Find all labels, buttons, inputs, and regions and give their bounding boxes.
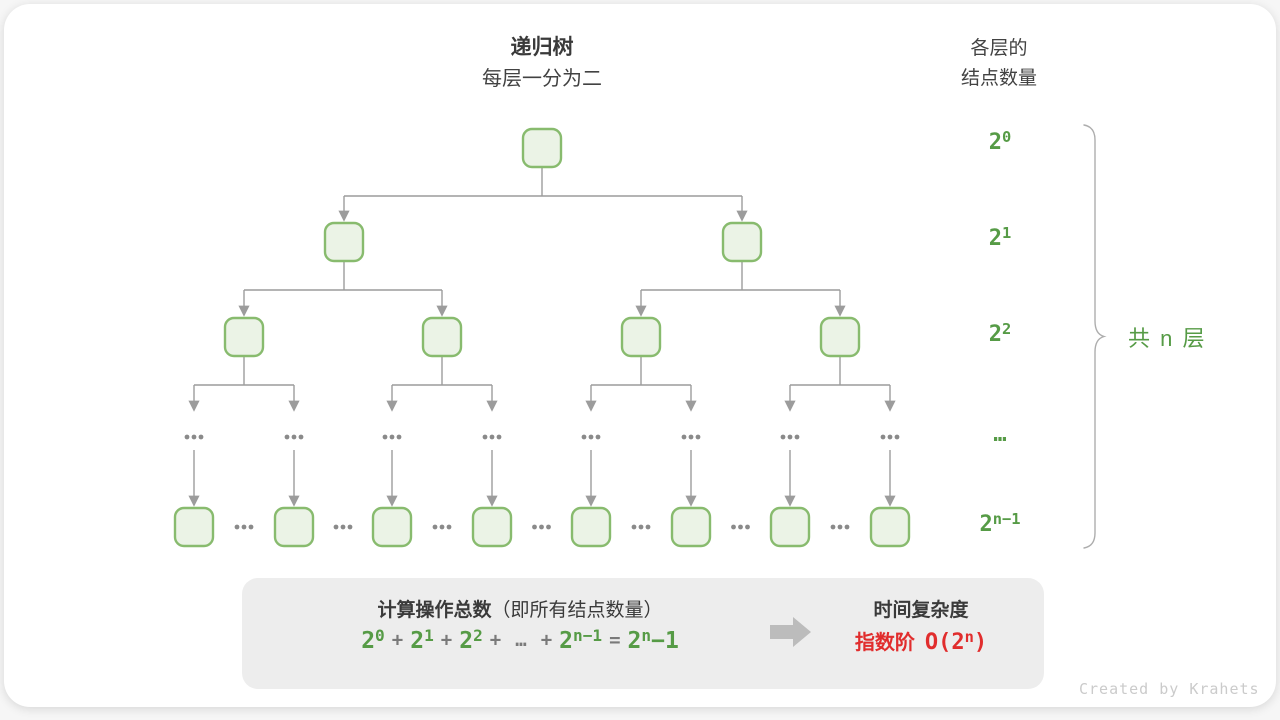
tree-node (371, 506, 413, 548)
level-count-label: … (954, 420, 1046, 450)
formula-token: 20 (361, 626, 385, 655)
implies-arrow-icon (770, 617, 811, 647)
complexity-title: 时间复杂度 (873, 600, 969, 621)
tree-node (620, 316, 662, 358)
ellipsis-dots (780, 434, 800, 440)
complexity-result: 指数阶 O(2n) (798, 626, 1044, 655)
ellipsis-dots (681, 434, 701, 440)
big-o-base: O(2 (924, 630, 965, 655)
tree-node (769, 506, 811, 548)
tree-node (273, 506, 315, 548)
level-count-base: … (993, 421, 1007, 447)
ellipsis-dots (731, 524, 750, 530)
operations-title: 计算操作总数（即所有结点数量） (242, 595, 798, 622)
tree-node (721, 221, 763, 263)
tree-node (819, 316, 861, 358)
formula-token: 2n−1 (559, 626, 603, 655)
ellipsis-dots (532, 524, 551, 530)
tree-node (173, 506, 215, 548)
tree-node (323, 221, 365, 263)
level-count-label: 22 (954, 320, 1046, 350)
right-header-line2: 结点数量 (960, 68, 1037, 89)
complexity-prefix: 指数阶 (854, 632, 915, 654)
ellipsis-dots (284, 434, 304, 440)
tree-node (471, 506, 513, 548)
ellipsis-dots (333, 524, 353, 530)
formula-token: + (391, 629, 404, 652)
big-o-exp: n (964, 628, 974, 647)
diagram-title: 递归树 (510, 36, 574, 59)
ellipsis-dots (234, 524, 254, 530)
formula-token: = (609, 629, 621, 652)
tree-node (570, 506, 612, 548)
formula-token: … (515, 629, 527, 652)
level-count-exp: 1 (1001, 224, 1012, 242)
level-count-base: 2 (988, 321, 1002, 347)
figure-card: 递归树 每层一分为二 各层的 结点数量 20 21 22 … 2n−1 共 n … (4, 4, 1276, 707)
level-count-exp: n−1 (992, 510, 1021, 528)
ellipsis-dots (631, 524, 651, 530)
right-header-line1: 各层的 (970, 38, 1028, 59)
summary-box: 计算操作总数（即所有结点数量） 20 +21 +22 + … +2n−1 = 2n−1 时间复… (242, 578, 1044, 689)
total-layers-label: 共 n 层 (1128, 326, 1207, 351)
ellipsis-dots (581, 434, 601, 440)
level-count-exp: 2 (1001, 320, 1012, 338)
formula-token: −1 (651, 628, 679, 655)
formula-token: 22 (459, 626, 483, 655)
formula-token: + (489, 629, 502, 652)
level-count-base: 2 (988, 129, 1002, 155)
recursion-tree-diagram (173, 124, 1107, 549)
operations-title-bold: 计算操作总数 (377, 600, 492, 621)
tree-node (521, 127, 563, 169)
level-count-label: 21 (954, 224, 1046, 254)
big-o-close: ) (973, 630, 988, 655)
ellipsis-dots (830, 524, 850, 530)
level-count-exp: 0 (1001, 128, 1012, 146)
formula: 20 +21 +22 + … +2n−1 = 2n−1 (242, 626, 798, 654)
tree-node (869, 506, 911, 548)
formula-token: + (540, 629, 553, 652)
formula-token: + (440, 629, 453, 652)
diagram-subtitle: 每层一分为二 (482, 68, 602, 90)
ellipsis-dots-layer (184, 434, 900, 530)
ellipsis-dots (184, 434, 204, 440)
tree-edges (188, 167, 896, 507)
tree-nodes (173, 127, 911, 548)
tree-node (421, 316, 463, 358)
formula-token: 2n (627, 626, 652, 655)
level-count-base: 2 (979, 511, 993, 537)
level-count-base: 2 (988, 225, 1002, 251)
formula-token: 21 (410, 626, 434, 655)
ellipsis-dots (382, 434, 402, 440)
level-count-label: 2n−1 (954, 510, 1046, 540)
complexity-big-o: O(2n) (924, 628, 988, 655)
layers-brace (1083, 124, 1107, 549)
operations-title-rest: （即所有结点数量） (491, 600, 663, 621)
tree-node (223, 316, 265, 358)
watermark: Created by Krahets (1079, 680, 1260, 698)
ellipsis-dots (432, 524, 452, 530)
ellipsis-dots (880, 434, 900, 440)
tree-node (670, 506, 712, 548)
level-count-label: 20 (954, 128, 1046, 158)
ellipsis-dots (482, 434, 502, 440)
